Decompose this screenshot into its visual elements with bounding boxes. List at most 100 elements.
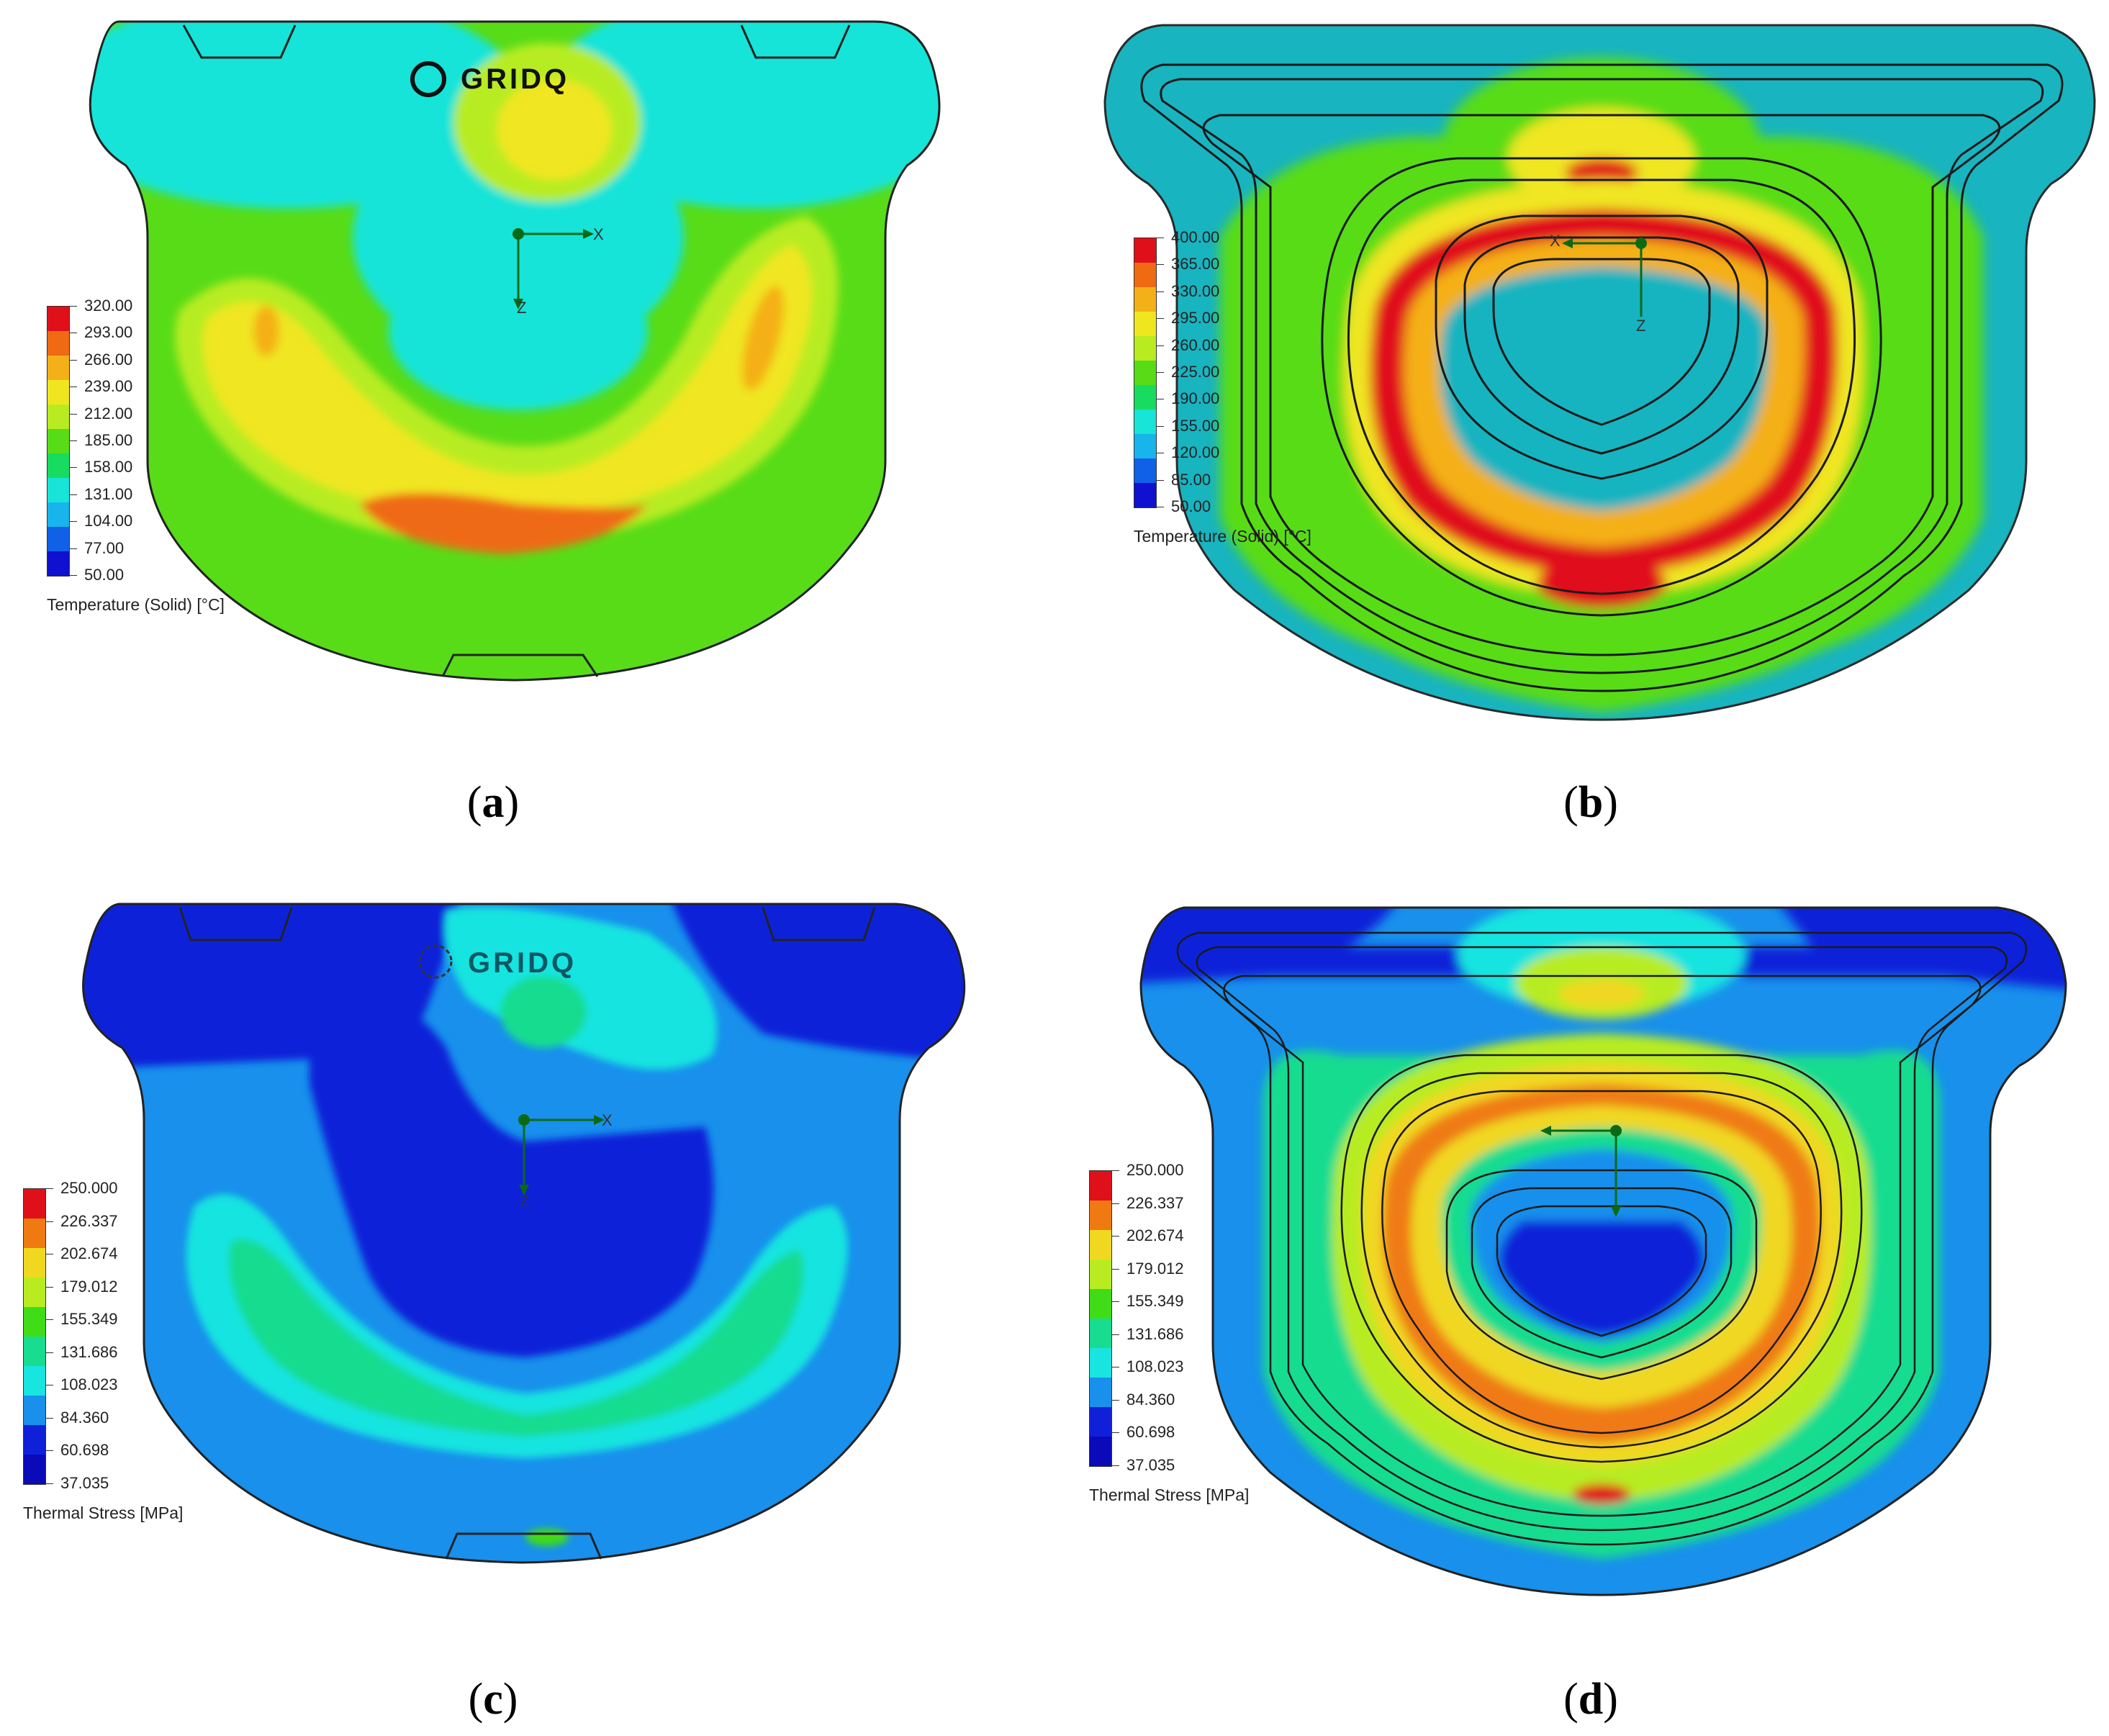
legend-swatch bbox=[48, 307, 69, 331]
legend-tickmark bbox=[1112, 1432, 1119, 1434]
legend-tick-label: 330.00 bbox=[1171, 281, 1220, 300]
legend-swatch bbox=[24, 1219, 45, 1248]
legend-tick-label: 202.674 bbox=[60, 1244, 118, 1263]
triad-axes-c bbox=[518, 1114, 605, 1195]
legend-swatch bbox=[1090, 1201, 1111, 1230]
legend-swatch bbox=[24, 1366, 45, 1396]
legend-tick-label: 50.00 bbox=[84, 566, 125, 584]
legend-tickmark bbox=[1157, 425, 1164, 427]
legend-colorbar bbox=[23, 1188, 46, 1485]
legend-tick-label: 179.012 bbox=[1126, 1259, 1184, 1278]
legend-colorbar bbox=[1134, 238, 1157, 508]
legend-tick-label: 179.012 bbox=[60, 1277, 118, 1296]
legend-tick-label: 155.349 bbox=[60, 1310, 118, 1329]
legend-swatch bbox=[24, 1396, 45, 1425]
legend-swatch bbox=[1134, 361, 1156, 385]
legend-tick-label: 239.00 bbox=[84, 377, 133, 396]
axis-label-x: X bbox=[1550, 232, 1561, 250]
legend-tickmark bbox=[1112, 1236, 1119, 1237]
legend-tickmark bbox=[70, 521, 77, 523]
axis-label-z: Z bbox=[520, 1192, 530, 1210]
caption-c: (c) bbox=[468, 1675, 518, 1724]
legend-tickmark bbox=[46, 1450, 53, 1452]
legend-tickmark bbox=[1112, 1301, 1119, 1303]
legend-swatch bbox=[48, 478, 69, 502]
legend-tickmark bbox=[70, 548, 77, 549]
legend-tick-label: 84.360 bbox=[60, 1408, 109, 1427]
engraved-mark-a: GRIDQ bbox=[461, 63, 570, 95]
legend-swatch bbox=[1090, 1289, 1111, 1319]
legend-swatch bbox=[1134, 263, 1156, 287]
contour-plot-d bbox=[1139, 906, 2067, 1596]
legend-tickmark bbox=[1157, 264, 1164, 266]
legend-swatch bbox=[48, 453, 69, 478]
legend-tickmark bbox=[46, 1483, 53, 1484]
caption-d: (d) bbox=[1563, 1675, 1618, 1724]
legend-swatch bbox=[1090, 1378, 1111, 1407]
legend-tick-label: 120.00 bbox=[1171, 443, 1220, 462]
legend-swatch bbox=[1090, 1319, 1111, 1348]
legend-tick-label: 37.035 bbox=[1126, 1456, 1175, 1474]
legend-tick-label: 295.00 bbox=[1171, 309, 1220, 327]
legend-tick-label: 320.00 bbox=[84, 297, 133, 315]
legend-tick-label: 85.00 bbox=[1171, 470, 1211, 489]
legend-tickmark bbox=[1157, 372, 1164, 373]
engraved-mark-c: GRIDQ bbox=[468, 947, 577, 979]
legend-tickmark bbox=[70, 306, 77, 307]
legend-tick-label: 260.00 bbox=[1171, 335, 1220, 354]
legend-tickmark bbox=[46, 1188, 53, 1189]
legend-tick-label: 225.00 bbox=[1171, 363, 1220, 381]
legend-swatch bbox=[48, 429, 69, 453]
legend-swatch bbox=[24, 1189, 45, 1219]
contour-plot-a bbox=[89, 20, 941, 682]
triad-axes-a bbox=[512, 228, 594, 309]
legend-swatch bbox=[1134, 458, 1156, 483]
legend-swatch bbox=[24, 1337, 45, 1366]
legend-tick-label: 365.00 bbox=[1171, 255, 1220, 273]
legend-tickmark bbox=[1112, 1465, 1119, 1466]
legend-tickmark bbox=[1112, 1170, 1119, 1171]
legend-tick-label: 104.00 bbox=[84, 512, 133, 530]
legend-tickmark bbox=[46, 1319, 53, 1321]
legend-tick-label: 108.023 bbox=[60, 1375, 118, 1394]
legend-tick-label: 84.360 bbox=[1126, 1390, 1175, 1409]
legend-tick-label: 155.00 bbox=[1171, 416, 1220, 435]
legend-tickmark bbox=[46, 1417, 53, 1419]
legend-tick-label: 60.698 bbox=[1126, 1423, 1175, 1442]
panel-c: GRIDQ X Z 250.000 226.337 202.674 179.012 15… bbox=[0, 868, 1054, 1736]
legend-swatch bbox=[1090, 1260, 1111, 1289]
legend-tick-label: 190.00 bbox=[1171, 389, 1220, 408]
legend-swatch bbox=[1134, 336, 1156, 361]
legend-title: Thermal Stress [MPa] bbox=[1089, 1486, 1250, 1504]
legend-tick-label: 212.00 bbox=[84, 404, 133, 422]
legend-tickmark bbox=[46, 1221, 53, 1222]
axis-label-x: X bbox=[602, 1111, 613, 1129]
legend-swatch bbox=[48, 404, 69, 429]
legend-tickmark bbox=[70, 440, 77, 441]
panel-b: X Z 400.00 365.00 330.00 295.00 260.00 225.00… bbox=[1054, 0, 2109, 868]
legend-tick-label: 77.00 bbox=[84, 538, 125, 557]
legend-tick-label: 50.00 bbox=[1171, 497, 1211, 515]
legend-swatch bbox=[1090, 1407, 1111, 1437]
legend-tick-label: 226.337 bbox=[1126, 1193, 1184, 1212]
axis-label-z: Z bbox=[517, 299, 527, 317]
legend-swatch bbox=[1090, 1230, 1111, 1260]
legend-swatch bbox=[48, 356, 69, 380]
legend-tickmark bbox=[70, 359, 77, 361]
panel-d: 250.000 226.337 202.674 179.012 155.349 131.6… bbox=[1054, 868, 2109, 1736]
legend-swatch bbox=[1134, 287, 1156, 312]
legend-tickmark bbox=[1157, 479, 1164, 481]
legend-swatch bbox=[1134, 385, 1156, 410]
legend-tick-label: 37.035 bbox=[60, 1474, 109, 1492]
axis-label-z: Z bbox=[1636, 317, 1646, 335]
legend-swatch bbox=[1090, 1348, 1111, 1378]
legend-tick-label: 131.686 bbox=[60, 1342, 118, 1361]
legend-swatch bbox=[48, 380, 69, 404]
contour-plot-c bbox=[82, 903, 966, 1564]
legend-title: Temperature (Solid) [°C] bbox=[47, 595, 225, 614]
axis-label-x: X bbox=[593, 225, 604, 243]
legend-swatch bbox=[24, 1248, 45, 1278]
legend-swatch bbox=[1134, 238, 1156, 263]
legend-tick-label: 158.00 bbox=[84, 458, 133, 476]
logo-circle bbox=[410, 61, 446, 97]
